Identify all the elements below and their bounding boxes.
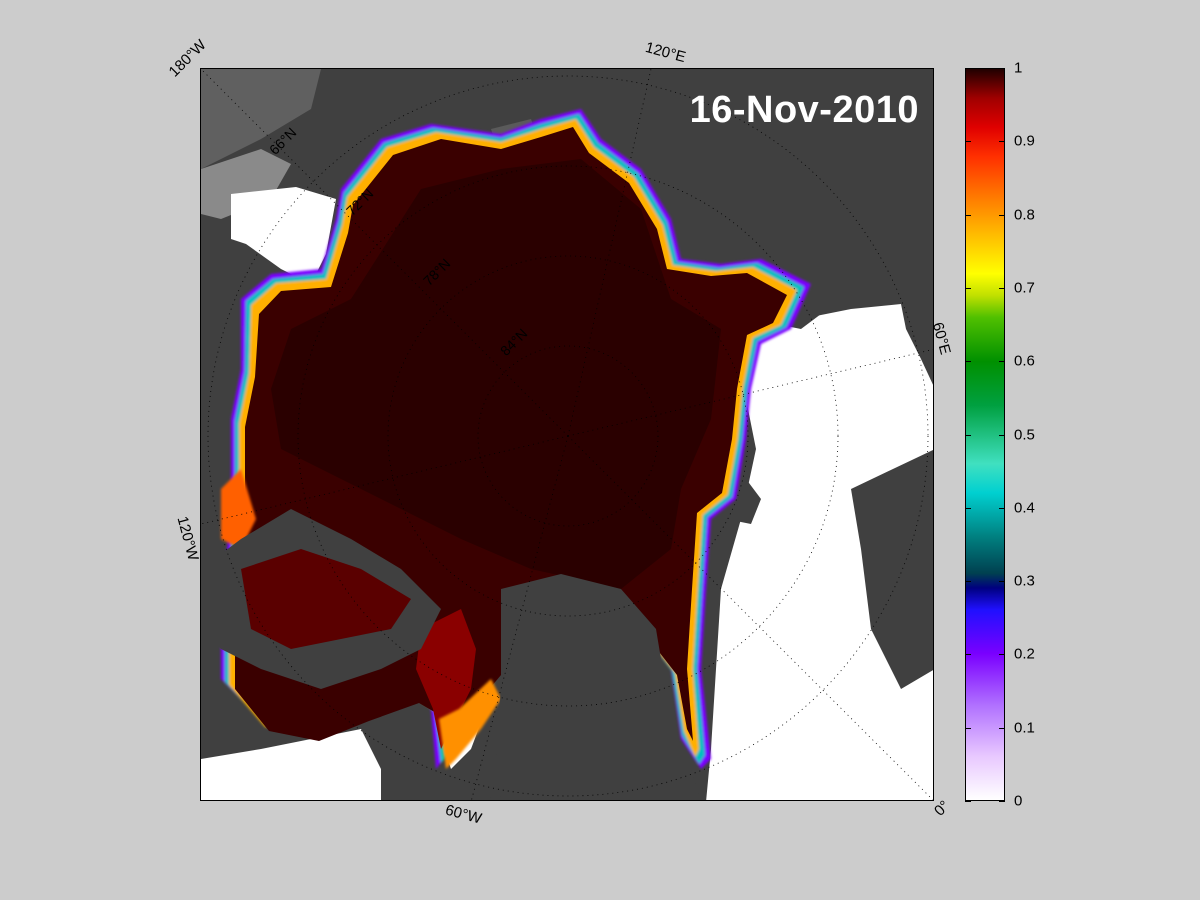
ice-center bbox=[271, 159, 721, 589]
colorbar-tick-label: 1 bbox=[1014, 59, 1023, 77]
ice-hudson-edge bbox=[221, 469, 256, 549]
ice-baffin-bay bbox=[416, 609, 476, 749]
colorbar-tick-label: 0.7 bbox=[1014, 279, 1035, 297]
lon-label-60w: 60°W bbox=[443, 801, 484, 828]
colorbar-tick-label: 0.3 bbox=[1014, 572, 1035, 590]
land-scandinavia bbox=[851, 449, 933, 689]
colorbar-tick-label: 0.4 bbox=[1014, 499, 1035, 517]
land-lighter-alaska bbox=[201, 149, 291, 219]
latitude-grid bbox=[201, 69, 933, 800]
colorbar-tick-label: 0.6 bbox=[1014, 352, 1035, 370]
colorbar-tick-label: 0.9 bbox=[1014, 132, 1035, 150]
land-light-alaska bbox=[201, 69, 321, 169]
open-water-bering bbox=[231, 187, 336, 284]
colorbar-tick-label: 0.8 bbox=[1014, 206, 1035, 224]
land-greenland-interior bbox=[496, 574, 696, 800]
colorbar-tick-label: 0 bbox=[1014, 792, 1023, 810]
colorbar-tick-label: 0.5 bbox=[1014, 426, 1035, 443]
lon-label-0: 0° bbox=[931, 797, 954, 820]
open-water-labrador bbox=[201, 729, 381, 800]
open-water-barents bbox=[706, 304, 933, 800]
date-label: 16-Nov-2010 bbox=[689, 89, 919, 131]
sea-ice-concentration-map bbox=[201, 69, 933, 800]
sea-ice-map: 16-Nov-2010 66°N 72°N 78°N 84°N bbox=[200, 68, 934, 801]
ice-baffin-bay-edge bbox=[439, 679, 501, 769]
lon-label-120e: 120°E bbox=[643, 38, 688, 67]
ice-channels bbox=[241, 549, 411, 649]
colorbar-tick-label: 0.2 bbox=[1014, 645, 1035, 663]
lon-label-120w: 120°W bbox=[173, 514, 202, 563]
colorbar-tick-label: 0.1 bbox=[1014, 719, 1035, 737]
